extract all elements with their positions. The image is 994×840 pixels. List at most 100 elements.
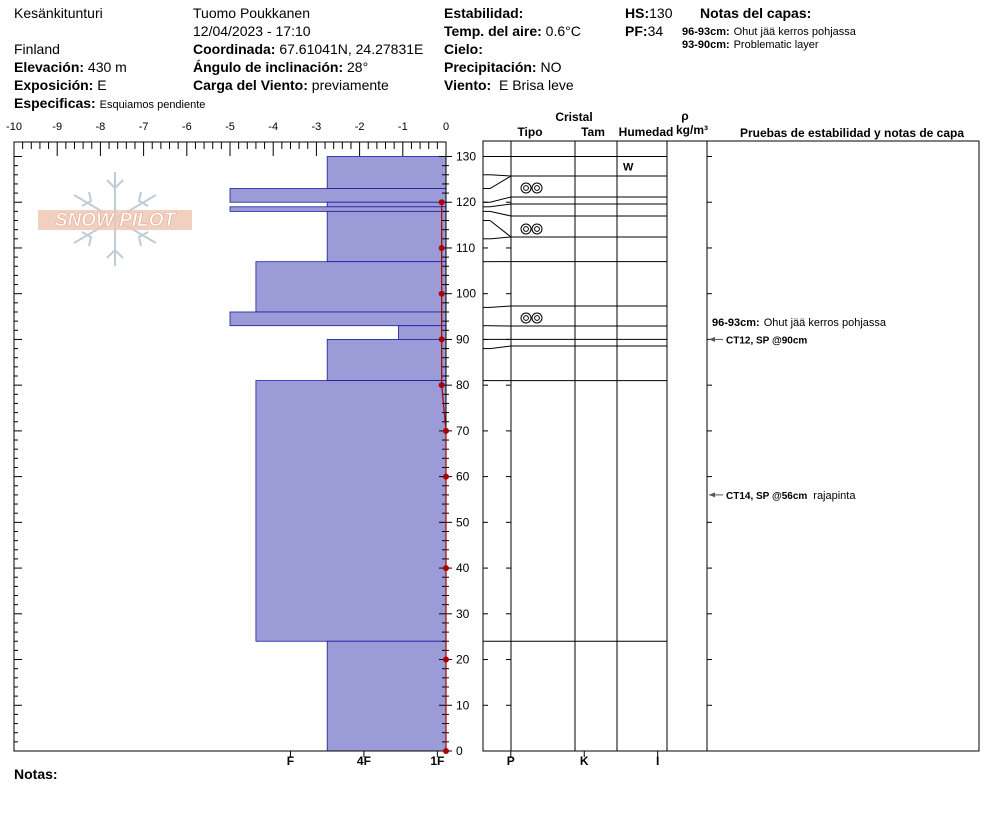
sky-label: Cielo:: [444, 41, 483, 57]
arrow-head-icon: [709, 492, 715, 498]
country: Finland: [14, 41, 60, 57]
snowpilot-logo-text: SNOW PILOT: [55, 210, 177, 231]
layer-connector: [489, 220, 512, 238]
precipitation: Precipitación: NO: [444, 59, 561, 75]
temperature-tick-label: -7: [139, 121, 149, 133]
temperature-tick-label: -5: [225, 121, 235, 133]
crystal-header: Cristal: [555, 110, 592, 124]
wind-load: Carga del Viento: previamente: [193, 77, 389, 93]
location: Kesänkitunturi: [14, 5, 103, 21]
temperature-point: [443, 748, 449, 754]
layer-note-2: 93-90cm: Problematic layer: [682, 37, 819, 52]
notes-label: Notas:: [14, 766, 58, 782]
grain-symbol-icon: [520, 223, 543, 235]
stability-label: Estabilidad:: [444, 5, 524, 21]
hardness-layer: [229, 188, 447, 203]
penetration: PF:34: [625, 23, 663, 39]
tests-header: Pruebas de estabilidad y notas de capa: [740, 126, 964, 140]
hardness-tick-label: F: [287, 754, 294, 768]
temperature-point: [443, 427, 449, 434]
temperature-point: [443, 565, 449, 572]
layer-connector: [489, 210, 512, 217]
hs-value: 130: [649, 5, 673, 21]
wind: Viento: E Brisa leve: [444, 77, 574, 93]
temperature-tick-label: 0: [443, 121, 449, 133]
temperature-tick-label: -3: [312, 121, 322, 133]
temperature-tick-label: -10: [6, 121, 22, 133]
air-temp: Temp. del aire: 0.6°C: [444, 23, 581, 39]
depth-tick-label: 10: [456, 698, 470, 712]
grain-ring: [520, 312, 532, 324]
grain-ring: [523, 185, 529, 191]
layer-table: Cristal Tipo Tam Humedad ρkg/m³ Pruebas de es…: [482, 109, 980, 752]
depth-tick-label: 130: [456, 150, 476, 164]
rho-header: ρ: [681, 109, 688, 123]
temperature-point: [443, 473, 449, 480]
type-header: Tipo: [517, 125, 542, 139]
aspect: Exposición: E: [14, 77, 107, 93]
stability-test-note: rajapinta: [813, 490, 856, 502]
density-header: kg/m³: [676, 123, 708, 137]
hardness-tick-label: I: [656, 754, 659, 768]
arrow-head-icon: [709, 336, 715, 342]
aspect-label: Exposición:: [14, 77, 94, 93]
hardness-layer: [326, 640, 447, 752]
layer-note-text: Ohut jää kerros pohjassa: [733, 26, 856, 38]
hardness-layers: [229, 156, 447, 752]
depth-tick-label: 110: [456, 241, 475, 255]
table-layer-note-range: 96-93cm:: [712, 317, 760, 329]
precip-label: Precipitación:: [444, 59, 537, 75]
grain-ring: [534, 226, 540, 232]
grain-ring: [523, 226, 529, 232]
specifics-value: Esquiamos pendiente: [99, 99, 206, 111]
coords-value: 67.61041N, 24.27831E: [279, 41, 424, 57]
temperature-tick-label: -8: [96, 121, 106, 133]
temperature-point: [438, 244, 445, 251]
depth-tick-label: 120: [456, 195, 476, 209]
temperature-profile: [438, 199, 449, 754]
hardness-tick-label: K: [580, 754, 589, 768]
table-layer-note: 96-93cm: Ohut jää kerros pohjassa: [712, 317, 887, 329]
slope: Ángulo de inclinación: 28°: [193, 59, 368, 75]
depth-tick-label: 50: [456, 515, 470, 529]
size-header: Tam: [581, 125, 605, 139]
aspect-value: E: [97, 77, 107, 93]
depth-tick-label: 0: [456, 744, 463, 758]
stability: Estabilidad:: [444, 5, 523, 21]
layer-notes-title: Notas del capas:: [700, 5, 812, 21]
hardness-layer: [326, 156, 447, 189]
sky: Cielo:: [444, 41, 483, 57]
grain-ring: [534, 315, 540, 321]
grain-ring: [534, 185, 540, 191]
layer-connector: [489, 305, 512, 308]
slope-value: 28°: [347, 59, 369, 75]
depth-tick-label: 100: [456, 287, 476, 301]
temperature-point: [438, 199, 445, 206]
elevation: Elevación: 430 m: [14, 59, 127, 75]
grain-ring: [531, 223, 543, 235]
hs-label: HS:: [625, 5, 650, 21]
layer-connector: [489, 174, 512, 177]
precip-value: NO: [540, 59, 562, 75]
grain-symbol-icon: [520, 182, 543, 194]
pf-label: PF:: [625, 23, 648, 39]
specifics: Especificas: Esquiamos pendiente: [14, 95, 205, 112]
depth-tick-label: 70: [456, 424, 470, 438]
layer-connector: [489, 236, 512, 240]
table-frame: [482, 140, 980, 752]
layer-note-range: 96-93cm:: [682, 26, 730, 38]
layer-note-text: Problematic layer: [733, 39, 819, 51]
depth-tick-label: 80: [456, 378, 470, 392]
temperature-point: [438, 290, 445, 297]
temperature-tick-label: -4: [268, 121, 278, 133]
grain-ring: [520, 223, 532, 235]
table-layer-note-text: Ohut jää kerros pohjassa: [764, 317, 887, 329]
hardness-tick-label: 1F: [430, 754, 444, 768]
depth-tick-label: 60: [456, 470, 470, 484]
coords-label: Coordinada:: [193, 41, 276, 57]
grain-ring: [523, 315, 529, 321]
depth-tick-label: 30: [456, 607, 470, 621]
hardness-tick-label: P: [507, 754, 515, 768]
temperature-point: [438, 382, 445, 389]
grain-ring: [531, 312, 543, 324]
